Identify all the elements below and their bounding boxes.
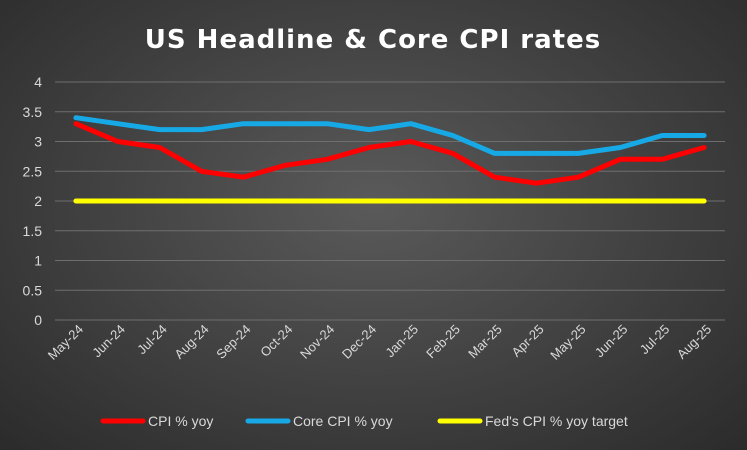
legend-label-2: Fed's CPI % yoy target	[485, 413, 628, 429]
y-tick-label: 2	[34, 193, 42, 209]
x-tick-label: Apr-25	[508, 322, 546, 360]
series-line-0	[73, 121, 707, 186]
x-tick-label: Aug-24	[171, 322, 211, 362]
x-tick-label: Nov-24	[297, 322, 337, 362]
y-tick-label: 1	[34, 253, 42, 269]
legend-label-1: Core CPI % yoy	[293, 413, 393, 429]
x-tick-label: Oct-24	[257, 322, 295, 360]
y-axis-ticks: 0 0.5 1 1.5 2 2.5 3 3.5 4	[23, 74, 43, 328]
x-tick-label: Jul-25	[637, 322, 673, 358]
legend-label-0: CPI % yoy	[148, 413, 213, 429]
x-tick-label: Jun-24	[89, 322, 128, 361]
x-tick-label: Mar-25	[465, 322, 505, 362]
y-tick-label: 4	[34, 74, 42, 90]
legend: CPI % yoy Core CPI % yoy Fed's CPI % yoy t…	[100, 413, 628, 429]
y-tick-label: 3.5	[23, 104, 43, 120]
x-tick-label: Aug-25	[674, 322, 714, 362]
x-tick-label: Dec-24	[339, 322, 379, 362]
x-tick-label: May-24	[45, 322, 86, 363]
y-tick-label: 2.5	[23, 163, 43, 179]
y-tick-label: 0	[34, 312, 42, 328]
x-tick-label: Sep-24	[213, 322, 253, 362]
x-tick-label: May-25	[547, 322, 588, 363]
x-tick-label: Jun-25	[592, 322, 631, 361]
x-tick-label: Jul-24	[134, 322, 170, 358]
y-tick-label: 3	[34, 134, 42, 150]
y-tick-label: 0.5	[23, 282, 43, 298]
x-tick-label: Jan-25	[382, 322, 421, 361]
series-line-1	[73, 115, 707, 156]
x-axis-ticks: May-24 Jun-24 Jul-24 Aug-24 Sep-24 Oct-24 Nov-…	[45, 322, 714, 363]
x-tick-label: Feb-25	[423, 322, 463, 362]
series-lines	[73, 115, 707, 204]
y-tick-label: 1.5	[23, 223, 43, 239]
chart-title: US Headline & Core CPI rates	[145, 25, 601, 55]
